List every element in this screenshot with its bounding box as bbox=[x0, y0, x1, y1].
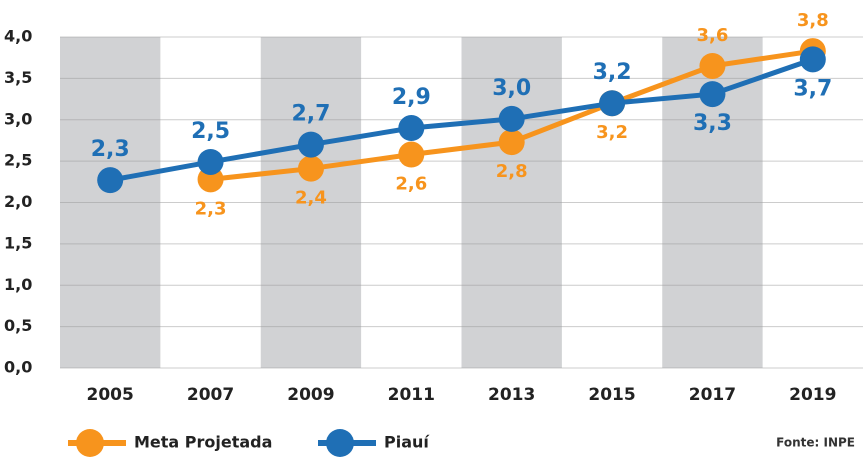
value-label: 2,3 bbox=[91, 137, 130, 162]
point bbox=[297, 155, 324, 182]
x-tick-label: 2013 bbox=[488, 385, 535, 405]
legend-label: Piauí bbox=[384, 433, 430, 452]
y-tick-label: 1,0 bbox=[4, 275, 32, 294]
x-tick-label: 2011 bbox=[388, 385, 435, 405]
point bbox=[398, 141, 425, 168]
x-tick-label: 2005 bbox=[87, 385, 134, 405]
x-tick-label: 2015 bbox=[588, 385, 635, 405]
value-label: 2,5 bbox=[191, 119, 230, 144]
x-tick-label: 2009 bbox=[287, 385, 334, 405]
value-label: 2,9 bbox=[392, 85, 431, 110]
point bbox=[699, 52, 726, 79]
point bbox=[699, 81, 726, 108]
point bbox=[498, 105, 525, 132]
value-label: 2,8 bbox=[496, 161, 528, 182]
legend-label: Meta Projetada bbox=[134, 433, 272, 452]
y-tick-label: 3,5 bbox=[4, 68, 32, 87]
series-line bbox=[109, 56, 814, 183]
legend-swatch bbox=[326, 429, 354, 457]
point bbox=[197, 148, 224, 175]
y-tick-label: 1,5 bbox=[4, 233, 32, 252]
point bbox=[398, 115, 425, 142]
value-label: 2,3 bbox=[195, 198, 227, 219]
point bbox=[498, 129, 525, 156]
point bbox=[799, 46, 826, 73]
value-label: 3,7 bbox=[793, 76, 832, 101]
value-label: 3,2 bbox=[593, 60, 632, 85]
value-label: 3,6 bbox=[696, 25, 728, 46]
point bbox=[599, 90, 626, 117]
y-tick-label: 0,5 bbox=[4, 316, 32, 335]
value-label: 3,8 bbox=[797, 10, 829, 31]
y-tick-label: 3,0 bbox=[4, 109, 32, 128]
point bbox=[97, 167, 124, 194]
point bbox=[297, 131, 324, 158]
value-label: 3,2 bbox=[596, 122, 628, 143]
y-tick-label: 2,5 bbox=[4, 151, 32, 170]
value-label: 2,4 bbox=[295, 188, 327, 209]
y-tick-label: 4,0 bbox=[4, 27, 32, 46]
source: Fonte: INPE bbox=[776, 436, 855, 450]
legend-swatch bbox=[76, 429, 104, 457]
x-tick-label: 2007 bbox=[187, 385, 234, 405]
value-label: 3,3 bbox=[693, 111, 732, 136]
value-label: 3,0 bbox=[492, 76, 531, 101]
y-tick-label: 2,0 bbox=[4, 192, 32, 211]
value-label: 2,6 bbox=[395, 174, 427, 195]
value-label: 2,7 bbox=[291, 102, 330, 127]
x-tick-label: 2019 bbox=[789, 385, 836, 405]
x-tick-label: 2017 bbox=[689, 385, 736, 405]
y-tick-label: 0,0 bbox=[4, 358, 32, 377]
